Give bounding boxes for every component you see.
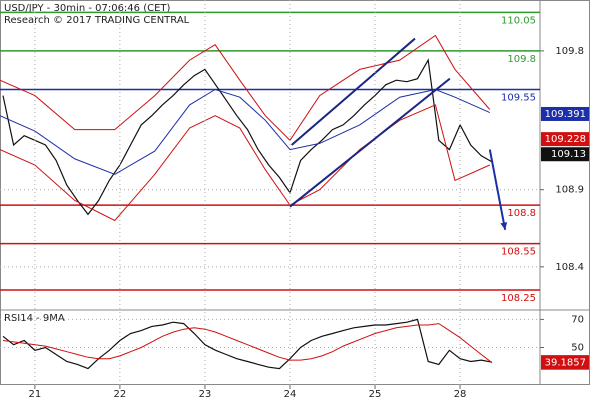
price-box <box>541 355 589 370</box>
y-tick-label: 108.9 <box>555 185 584 196</box>
y-tick-label: 109.8 <box>555 46 584 57</box>
trend-line <box>291 37 416 146</box>
y-tick-label: 50 <box>571 343 584 354</box>
series-line <box>0 34 491 142</box>
panel-title: RSI14 - 9MA <box>4 313 65 324</box>
y-tick-label: 108.4 <box>555 262 584 273</box>
series-line <box>2 323 493 364</box>
price-label: 109.228 <box>545 134 586 145</box>
level-label: 108.25 <box>501 293 536 304</box>
level-label: 109.8 <box>507 54 536 65</box>
arrow-line <box>488 149 507 230</box>
level-label: 110.05 <box>501 15 536 26</box>
price-label: 109.13 <box>551 149 586 160</box>
x-tick-label: 22 <box>114 389 127 400</box>
x-tick-label: 23 <box>199 389 212 400</box>
level-label: 108.55 <box>501 247 536 258</box>
x-tick-label: 21 <box>28 389 41 400</box>
level-label: 108.8 <box>507 208 536 219</box>
x-tick-label: 28 <box>454 389 467 400</box>
x-tick-label: 24 <box>284 389 297 400</box>
chart-subtitle: Research © 2017 TRADING CENTRAL <box>4 15 190 26</box>
frame <box>0 0 590 385</box>
x-tick-label: 25 <box>369 389 382 400</box>
price-label: 39.1857 <box>545 358 586 369</box>
chart-title: USD/JPY - 30min - 07:06:46 (CET) <box>4 3 171 14</box>
series-line <box>2 318 493 370</box>
level-label: 109.55 <box>501 92 536 103</box>
price-box <box>541 147 589 162</box>
series-line <box>0 104 491 222</box>
price-box <box>541 132 589 147</box>
price-box <box>541 106 589 121</box>
arrow-head <box>500 222 508 230</box>
price-label: 109.391 <box>545 109 586 120</box>
series-line <box>2 58 493 216</box>
series-line <box>0 88 491 175</box>
trend-line <box>289 77 451 208</box>
y-tick-label: 70 <box>571 314 584 325</box>
